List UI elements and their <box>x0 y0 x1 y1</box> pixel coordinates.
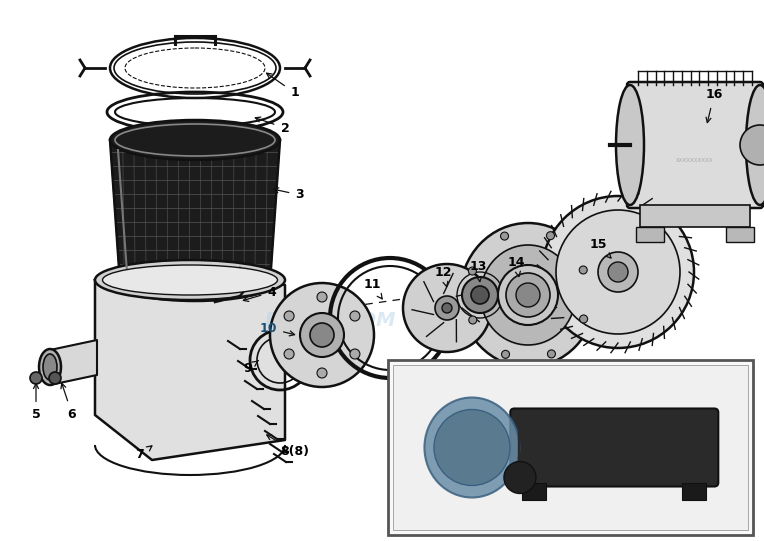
Text: 1: 1 <box>267 73 299 100</box>
Polygon shape <box>95 268 285 460</box>
Circle shape <box>310 323 334 347</box>
Circle shape <box>442 303 452 313</box>
Circle shape <box>350 311 360 321</box>
Ellipse shape <box>460 223 596 367</box>
Circle shape <box>469 316 477 324</box>
Text: 16: 16 <box>705 89 723 123</box>
Ellipse shape <box>110 120 280 160</box>
Text: 6: 6 <box>61 383 76 420</box>
Text: XXXXXXXXXX: XXXXXXXXXX <box>676 157 714 162</box>
Ellipse shape <box>39 349 61 385</box>
Circle shape <box>506 273 550 317</box>
Circle shape <box>434 410 510 485</box>
Circle shape <box>30 372 42 384</box>
Circle shape <box>580 315 588 323</box>
FancyBboxPatch shape <box>627 82 763 208</box>
Polygon shape <box>50 340 97 385</box>
Circle shape <box>740 125 764 165</box>
Circle shape <box>501 351 510 358</box>
Circle shape <box>350 349 360 359</box>
Text: 8(8): 8(8) <box>267 435 309 459</box>
Circle shape <box>498 265 558 325</box>
Text: 2: 2 <box>255 117 290 135</box>
Circle shape <box>468 267 477 275</box>
Circle shape <box>608 262 628 282</box>
Ellipse shape <box>481 245 575 345</box>
Ellipse shape <box>102 265 277 295</box>
Ellipse shape <box>120 269 270 301</box>
Text: 14: 14 <box>507 255 525 276</box>
Text: 11: 11 <box>363 279 382 299</box>
FancyBboxPatch shape <box>393 365 748 530</box>
Text: 4: 4 <box>244 286 277 301</box>
Text: 5: 5 <box>31 384 40 421</box>
Circle shape <box>546 232 555 240</box>
Circle shape <box>435 296 459 320</box>
Circle shape <box>403 264 491 352</box>
FancyBboxPatch shape <box>388 360 753 535</box>
Ellipse shape <box>425 398 520 498</box>
Circle shape <box>317 368 327 378</box>
Circle shape <box>317 292 327 302</box>
Polygon shape <box>682 483 706 499</box>
Text: 12: 12 <box>434 266 452 287</box>
Circle shape <box>471 286 489 304</box>
FancyBboxPatch shape <box>510 408 718 486</box>
Text: 7: 7 <box>136 446 152 461</box>
Circle shape <box>598 252 638 292</box>
Text: 10: 10 <box>259 321 295 336</box>
Polygon shape <box>636 227 664 242</box>
Polygon shape <box>110 140 280 285</box>
Circle shape <box>284 311 294 321</box>
Ellipse shape <box>616 85 644 205</box>
Text: INYO
POOLS.COM: INYO POOLS.COM <box>264 289 396 331</box>
Polygon shape <box>518 430 520 465</box>
Circle shape <box>579 266 588 274</box>
Polygon shape <box>523 483 546 499</box>
Circle shape <box>504 461 536 493</box>
Circle shape <box>516 283 540 307</box>
Ellipse shape <box>746 85 764 205</box>
Circle shape <box>462 277 498 313</box>
Circle shape <box>270 283 374 387</box>
Circle shape <box>300 313 344 357</box>
Ellipse shape <box>95 260 285 300</box>
Text: 9: 9 <box>244 360 258 374</box>
Text: 13: 13 <box>469 261 487 282</box>
Text: 3: 3 <box>274 188 304 201</box>
Circle shape <box>500 232 509 240</box>
Circle shape <box>542 196 694 348</box>
Circle shape <box>556 210 680 334</box>
Polygon shape <box>640 205 750 227</box>
Circle shape <box>548 350 555 358</box>
Circle shape <box>284 349 294 359</box>
Ellipse shape <box>43 354 57 380</box>
Circle shape <box>49 372 61 384</box>
Text: 15: 15 <box>589 239 611 258</box>
Polygon shape <box>726 227 754 242</box>
